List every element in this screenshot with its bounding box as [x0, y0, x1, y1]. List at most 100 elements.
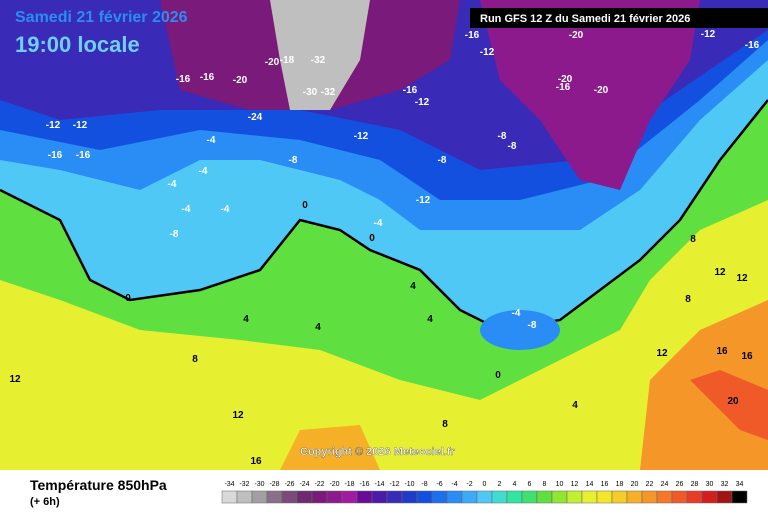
legend-label: 20 — [631, 481, 639, 488]
contour-label: 16 — [716, 346, 728, 357]
legend-swatch — [521, 490, 538, 504]
contour-label: 0 — [369, 233, 375, 244]
contour-label: -8 — [170, 229, 179, 240]
contour-label: -20 — [265, 57, 280, 68]
legend-swatch — [596, 490, 613, 504]
legend: -34 -32 -30 -28 -26 -24 -22 -20 -18 -16 -14 -12 -10-… — [221, 481, 748, 504]
contour-label: -8 — [508, 141, 517, 152]
contour-label: -8 — [289, 155, 298, 166]
legend-swatch — [221, 490, 238, 504]
legend-swatch — [641, 490, 658, 504]
legend-label: -8 — [421, 481, 427, 488]
legend-label: 18 — [616, 481, 624, 488]
contour-label: 8 — [690, 234, 696, 245]
legend-label: 34 — [736, 481, 744, 488]
contour-label: -16 — [745, 40, 760, 51]
legend-swatch — [581, 490, 598, 504]
contour-label: 12 — [9, 374, 21, 385]
legend-label: -22 — [314, 481, 324, 488]
contour-label: -30 — [303, 87, 318, 98]
legend-label: 28 — [691, 481, 699, 488]
contour-label: -4 — [182, 204, 191, 215]
legend-swatch — [296, 490, 313, 504]
legend-swatch — [686, 490, 703, 504]
contour-label: -16 — [200, 72, 215, 83]
legend-label: 4 — [513, 481, 517, 488]
legend-swatch — [311, 490, 328, 504]
contour-label: 12 — [736, 273, 748, 284]
legend-label: 30 — [706, 481, 714, 488]
legend-label: 6 — [528, 481, 532, 488]
legend-swatch — [266, 490, 283, 504]
contour-label: 16 — [250, 456, 262, 467]
legend-label: -4 — [451, 481, 457, 488]
legend-label: 14 — [586, 481, 594, 488]
contour-label: -12 — [480, 47, 495, 58]
legend-swatch — [281, 490, 298, 504]
contour-label: -16 — [76, 150, 91, 161]
legend-swatch — [401, 490, 418, 504]
legend-label: -34 — [224, 481, 234, 488]
legend-label: -16 — [359, 481, 369, 488]
contour-labels: -16 -16 -20-20 -18 -32-30 -32-24-16-12-16-12-… — [9, 29, 759, 467]
legend-label: -12 — [389, 481, 399, 488]
legend-label: -24 — [299, 481, 309, 488]
legend-label: 12 — [571, 481, 579, 488]
legend-swatch — [611, 490, 628, 504]
contour-label: -4 — [207, 135, 216, 146]
legend-label: 10 — [556, 481, 564, 488]
legend-label: -30 — [254, 481, 264, 488]
footer-title: Température 850hPa — [30, 477, 167, 493]
copyright: Copyright © 2026 Meteociel.fr — [300, 446, 456, 458]
contour-label: -16 — [176, 74, 191, 85]
legend-swatch — [536, 490, 553, 504]
contour-label: -4 — [199, 166, 208, 177]
contour-label: -16 — [556, 82, 571, 93]
contour-label: -16 — [48, 150, 63, 161]
contour-label: 8 — [192, 354, 198, 365]
legend-label: 2 — [498, 481, 502, 488]
legend-swatch — [386, 490, 403, 504]
contour-label: -4 — [168, 179, 177, 190]
contour-label: 4 — [572, 400, 578, 411]
contour-label: 12 — [714, 267, 726, 278]
legend-swatch — [236, 490, 253, 504]
legend-label: -32 — [239, 481, 249, 488]
legend-swatch — [566, 490, 583, 504]
legend-swatch — [701, 490, 718, 504]
contour-label: -4 — [221, 204, 230, 215]
contour-label: -32 — [321, 87, 336, 98]
contour-label: 4 — [410, 281, 416, 292]
legend-swatch — [371, 490, 388, 504]
contour-label: -20 — [569, 30, 584, 41]
legend-swatch — [656, 490, 673, 504]
legend-label: 8 — [543, 481, 547, 488]
legend-swatch — [251, 490, 268, 504]
legend-swatch — [731, 490, 748, 504]
contour-label: 8 — [442, 419, 448, 430]
contour-label: -16 — [403, 85, 418, 96]
legend-label: -2 — [466, 481, 472, 488]
contour-label: 4 — [315, 322, 321, 333]
contour-label: 4 — [427, 314, 433, 325]
legend-label: 32 — [721, 481, 729, 488]
contour-label: -20 — [594, 85, 609, 96]
contour-label: -4 — [512, 308, 521, 319]
legend-label: -20 — [329, 481, 339, 488]
contour-label: -12 — [415, 97, 430, 108]
contour-label: 8 — [685, 294, 691, 305]
contour-label: -12 — [46, 120, 61, 131]
contour-label: -8 — [528, 320, 537, 331]
legend-swatch — [446, 490, 463, 504]
time: 19:00 locale — [15, 32, 140, 57]
legend-label: 0 — [483, 481, 487, 488]
legend-label: -28 — [269, 481, 279, 488]
legend-label: 16 — [601, 481, 609, 488]
legend-label: 26 — [676, 481, 684, 488]
contour-label: 16 — [741, 351, 753, 362]
contour-label: -12 — [354, 131, 369, 142]
contour-label: 4 — [243, 314, 249, 325]
legend-swatch — [671, 490, 688, 504]
contour-label: -16 — [465, 30, 480, 41]
legend-swatch — [461, 490, 478, 504]
